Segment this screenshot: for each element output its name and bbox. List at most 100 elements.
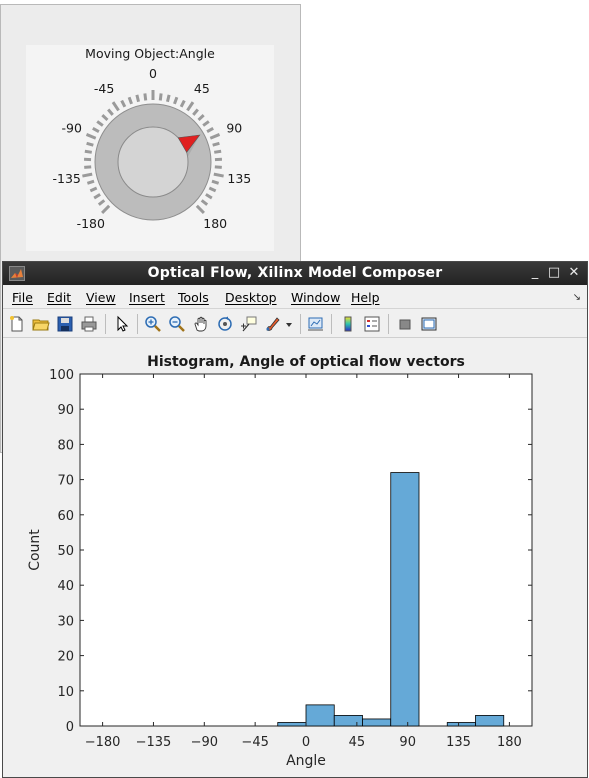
close-button[interactable]: ✕ [568, 265, 580, 280]
knob-tick-label: 180 [203, 216, 227, 231]
menu-help[interactable]: Help [351, 290, 380, 305]
toolbar-separator [388, 314, 389, 334]
open-file-icon[interactable] [32, 315, 50, 333]
x-tick-label: 135 [446, 735, 471, 750]
pan-icon[interactable] [192, 315, 210, 333]
zoom-out-icon[interactable] [168, 315, 186, 333]
rotate-3d-icon[interactable] [216, 315, 234, 333]
histogram-chart[interactable]: Histogram, Angle of optical flow vectors… [3, 339, 588, 778]
histogram-bar [277, 722, 307, 727]
histogram-bar [475, 715, 505, 727]
knob-tick-label: 90 [226, 120, 242, 135]
y-axis-label: Count [27, 529, 43, 571]
link-plot-icon[interactable] [307, 315, 325, 333]
x-axis-ticks: −180 −135 −90 −45 0 45 90 135 180 [85, 374, 522, 750]
knob-tick [97, 199, 106, 206]
menu-desktop[interactable]: Desktop [225, 290, 277, 305]
colorbar-icon[interactable] [339, 315, 357, 333]
knob-tick [195, 204, 205, 214]
knob-tick [192, 108, 199, 116]
knob-tick [107, 108, 114, 116]
knob-tick [209, 133, 221, 140]
knob-tick [166, 94, 171, 103]
x-tick-label: −135 [136, 735, 172, 750]
save-icon[interactable] [56, 315, 74, 333]
knob-tick-label: 45 [194, 81, 210, 96]
knob-tick [206, 126, 214, 134]
knob-tick [158, 93, 163, 101]
knob-tick [213, 172, 224, 178]
show-plot-tools-icon[interactable] [420, 315, 438, 333]
y-tick-label: 100 [49, 368, 74, 383]
knob-pointer [177, 134, 201, 153]
knob-tick [211, 179, 220, 185]
knob-tick [143, 93, 148, 101]
data-cursor-icon[interactable] [240, 315, 258, 333]
knob-tick-labels: -180 -135 -90 -45 0 45 90 135 180 [53, 66, 252, 231]
menu-edit[interactable]: Edit [47, 290, 72, 305]
y-tick-label: 60 [57, 509, 74, 524]
brush-dropdown-icon[interactable] [284, 315, 294, 333]
knob-tick [212, 141, 220, 147]
y-tick-label: 90 [57, 403, 74, 418]
knob-tick [86, 179, 95, 185]
menu-view[interactable]: View [86, 290, 116, 305]
x-tick-label: 180 [497, 735, 522, 750]
figure-window: Optical Flow, Xilinx Model Composer _ □ … [2, 261, 588, 778]
menu-insert[interactable]: Insert [129, 290, 165, 305]
knob-tick-label: -90 [61, 120, 81, 135]
histogram-bar [390, 472, 420, 727]
knob-tick [96, 120, 104, 127]
title-bar[interactable]: Optical Flow, Xilinx Model Composer _ □ … [3, 262, 587, 285]
knob-tick [120, 99, 127, 108]
new-figure-icon[interactable] [8, 315, 26, 333]
knob-tick-label: -135 [53, 171, 81, 186]
knob-tick-label: -45 [94, 81, 114, 96]
legend-icon[interactable] [363, 315, 381, 333]
menu-file[interactable]: File [12, 290, 33, 305]
y-axis-ticks: 0 10 20 30 40 50 60 70 80 90 100 [49, 368, 532, 735]
knob-tick-label: -180 [77, 216, 105, 231]
knob-tick [86, 141, 94, 147]
y-tick-label: 20 [57, 650, 74, 665]
knob-tick [208, 186, 217, 193]
histogram-bar [362, 718, 392, 727]
y-tick-label: 40 [57, 579, 74, 594]
histogram-bar [446, 722, 476, 727]
minimize-button[interactable]: _ [531, 265, 539, 280]
x-axis-label: Angle [286, 753, 326, 769]
print-icon[interactable] [80, 315, 98, 333]
knob-tick [173, 96, 179, 105]
knob-tick-label: 0 [149, 66, 157, 81]
menu-bar: File Edit View Insert Tools Desktop Wind… [3, 286, 587, 308]
knob-tick [111, 101, 120, 112]
x-tick-label: −45 [241, 735, 268, 750]
knob-tick [214, 165, 222, 169]
menu-window[interactable]: Window [291, 290, 341, 305]
knob-tick [135, 94, 140, 103]
y-tick-label: 0 [66, 720, 74, 735]
x-tick-label: 90 [399, 735, 416, 750]
histogram-bar [305, 704, 335, 727]
zoom-in-icon[interactable] [144, 315, 162, 333]
toolbar-separator [137, 314, 138, 334]
knob-tick [205, 193, 213, 200]
matlab-logo-icon [9, 266, 25, 281]
knob-title: Moving Object:Angle [85, 46, 215, 61]
histogram-bar [333, 715, 363, 727]
menu-overflow-icon[interactable]: ↘ [572, 292, 581, 303]
brush-icon[interactable] [264, 315, 282, 333]
edit-plot-icon[interactable] [113, 315, 131, 333]
hide-plot-tools-icon[interactable] [396, 315, 414, 333]
maximize-button[interactable]: □ [547, 265, 561, 280]
knob-dial[interactable]: Moving Object:Angle -180 -135 -90 -45 0 45 90 1… [26, 45, 274, 251]
knob-inner[interactable] [117, 126, 189, 198]
knob-tick [186, 101, 195, 112]
knob-tick [84, 149, 92, 154]
y-tick-label: 30 [57, 614, 74, 629]
menu-tools[interactable]: Tools [178, 290, 209, 305]
knob-panel: Moving Object:Angle -180 -135 -90 -45 0 45 90 1… [26, 45, 274, 251]
knob-ticks [82, 90, 224, 214]
knob-tick [82, 172, 93, 178]
knob-tick [127, 96, 133, 105]
